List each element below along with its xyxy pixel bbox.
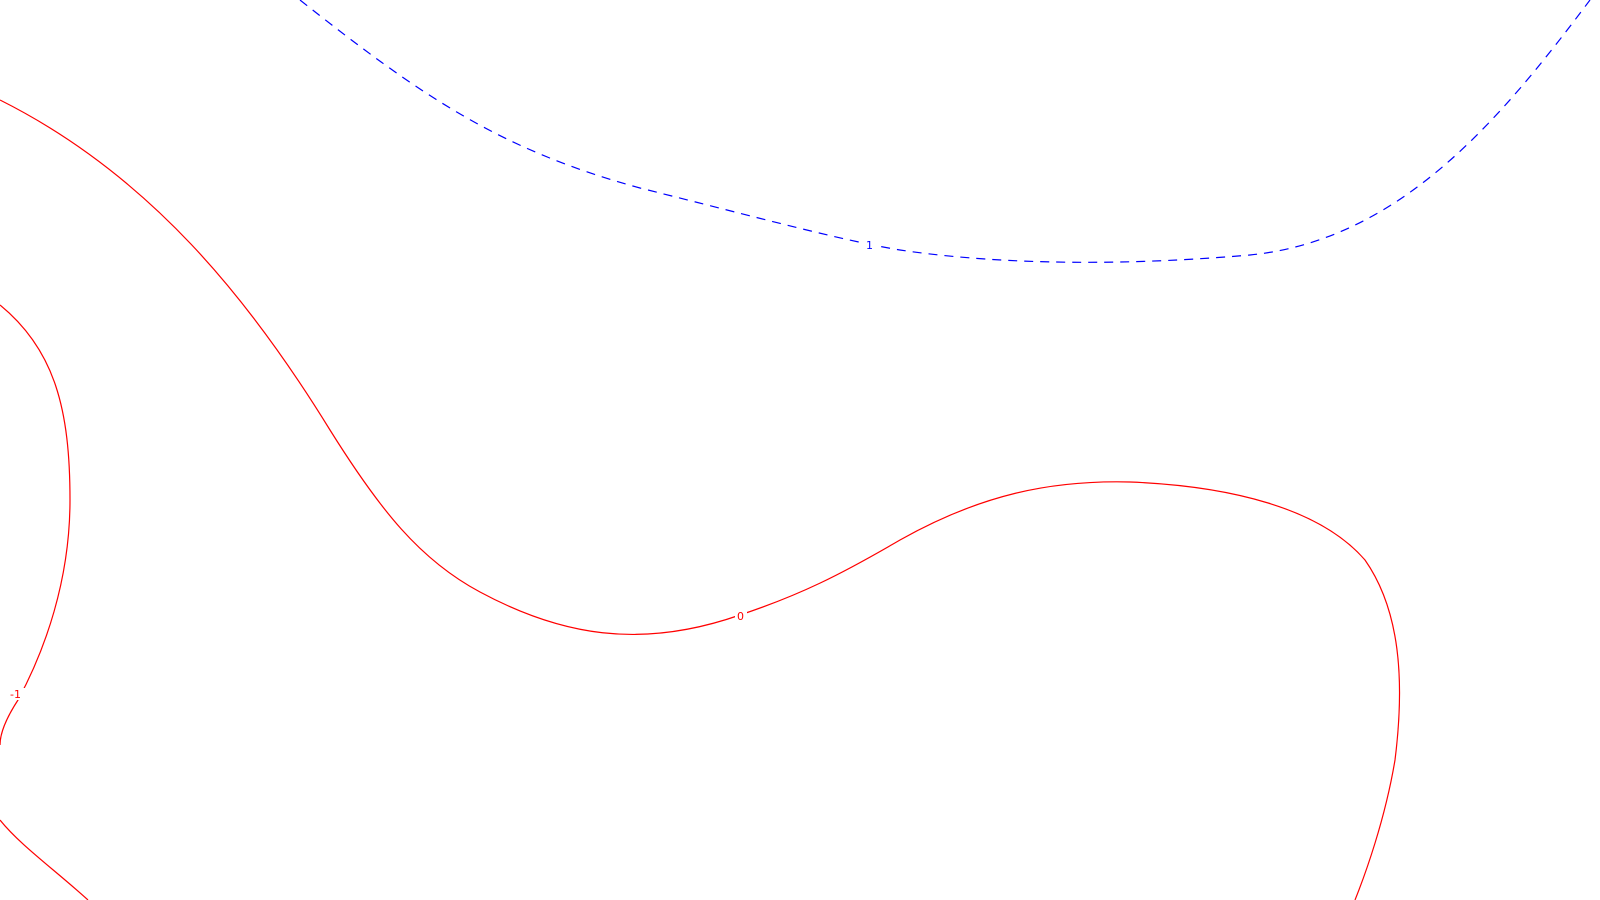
contour-label-1: 1 <box>866 239 873 252</box>
contour-label-0: 0 <box>737 610 744 623</box>
contour-line-level-1 <box>299 0 1591 263</box>
contour-label-bg-1 <box>865 238 879 250</box>
contour-label-neg1: -1 <box>10 688 21 701</box>
contour-label-bg-neg1 <box>8 688 26 700</box>
contour-line-level-neg1 <box>0 304 71 746</box>
contour-line-level-0 <box>0 99 1401 900</box>
contour-line-level-neg1-lower <box>0 819 89 900</box>
contour-label-bg-0 <box>735 610 747 622</box>
